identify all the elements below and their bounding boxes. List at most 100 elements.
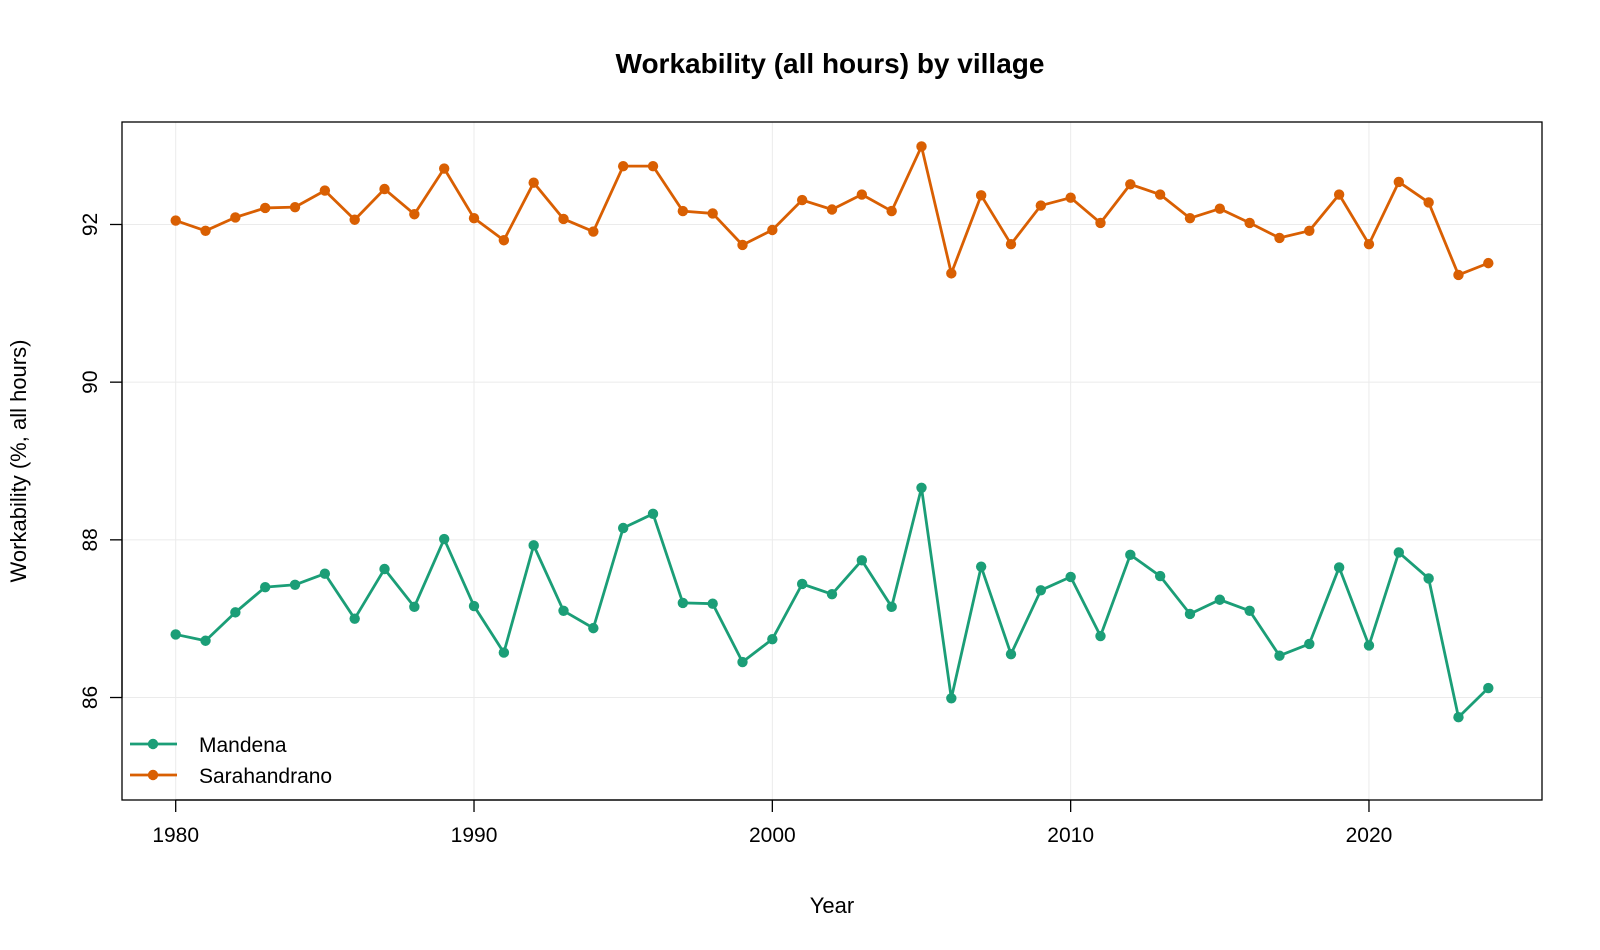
data-point: [1095, 217, 1106, 229]
data-point: [409, 209, 420, 220]
data-point: [1095, 630, 1106, 642]
data-point: [170, 215, 181, 226]
data-point: [1363, 640, 1375, 651]
data-point: [170, 629, 181, 640]
data-point: [1393, 547, 1405, 558]
data-point: [1214, 203, 1226, 214]
data-point: [289, 579, 301, 590]
data-point: [975, 190, 987, 201]
x-tick-label: 2000: [749, 824, 796, 847]
data-point: [647, 508, 659, 520]
data-point: [289, 201, 301, 213]
gridlines: [122, 122, 1542, 800]
data-point: [498, 235, 510, 246]
data-point: [349, 613, 360, 624]
data-point: [826, 589, 838, 600]
data-point: [737, 656, 748, 668]
data-point: [886, 601, 897, 613]
data-point: [498, 647, 510, 658]
legend-swatch-point: [147, 738, 159, 750]
x-tick-label: 2020: [1346, 824, 1393, 847]
data-point: [588, 226, 599, 237]
data-point: [319, 185, 331, 196]
series-sarahandrano: [170, 141, 1494, 281]
data-point: [1214, 594, 1226, 605]
data-point: [796, 194, 808, 206]
data-point: [617, 160, 629, 172]
series-mandena: [170, 482, 1494, 723]
data-point: [1453, 712, 1464, 723]
data-point: [1333, 562, 1345, 573]
data-point: [677, 205, 689, 217]
data-point: [1333, 189, 1345, 200]
data-point: [1304, 225, 1315, 236]
data-point: [1423, 573, 1434, 584]
data-point: [1274, 650, 1285, 661]
data-point: [1125, 549, 1136, 561]
legend-label: Mandena: [199, 734, 287, 757]
data-point: [707, 208, 718, 219]
data-point: [528, 540, 539, 551]
series-layer: [170, 141, 1494, 723]
data-point: [767, 633, 778, 645]
y-axis: 86 88 90 92: [79, 213, 123, 709]
data-point: [319, 568, 331, 579]
data-point: [1483, 682, 1494, 694]
legend-label: Sarahandrano: [199, 765, 332, 788]
y-axis-label: Workability (%, all hours): [6, 340, 31, 583]
x-axis: 1980 1990 2000 2010 2020: [152, 799, 1393, 847]
plot-frame: [121, 121, 1543, 801]
data-point: [1274, 232, 1285, 244]
data-point: [349, 214, 360, 225]
data-point: [975, 561, 987, 572]
y-tick-label: 88: [79, 528, 102, 551]
data-point: [528, 177, 539, 188]
data-point: [946, 268, 957, 279]
data-point: [1184, 608, 1196, 620]
data-point: [200, 635, 211, 646]
data-point: [707, 598, 718, 609]
data-point: [1453, 269, 1464, 281]
data-point: [1035, 200, 1047, 211]
data-point: [1184, 212, 1196, 224]
data-point: [1154, 189, 1166, 200]
data-point: [230, 212, 241, 223]
x-tick-label: 1980: [152, 824, 199, 847]
data-point: [379, 563, 390, 575]
data-point: [379, 183, 390, 195]
x-axis-label: Year: [810, 893, 854, 918]
legend-swatch-point: [147, 769, 159, 781]
data-point: [617, 522, 629, 534]
data-point: [1154, 570, 1166, 582]
data-point: [438, 163, 450, 174]
data-point: [946, 693, 957, 704]
data-point: [468, 212, 480, 224]
data-point: [1065, 192, 1076, 203]
data-point: [200, 225, 211, 236]
data-point: [1363, 238, 1375, 250]
data-point: [1304, 638, 1315, 650]
legend: Mandena Sarahandrano: [130, 734, 332, 788]
data-point: [1244, 605, 1255, 616]
data-point: [230, 607, 241, 618]
x-tick-label: 2010: [1047, 824, 1094, 847]
data-point: [438, 533, 450, 545]
chart-title: Workability (all hours) by village: [616, 48, 1045, 79]
data-point: [1005, 238, 1017, 250]
legend-item-mandena: Mandena: [130, 734, 287, 757]
data-point: [1005, 648, 1017, 660]
y-tick-label: 90: [79, 370, 102, 393]
data-point: [916, 482, 927, 494]
data-point: [468, 600, 480, 612]
data-point: [588, 622, 599, 634]
data-point: [1423, 197, 1434, 208]
data-point: [856, 555, 868, 566]
data-point: [886, 205, 897, 217]
data-point: [737, 239, 748, 251]
data-point: [826, 204, 838, 215]
data-point: [1483, 257, 1494, 269]
series-line: [175, 486, 1490, 719]
data-point: [409, 601, 420, 613]
data-point: [558, 213, 569, 225]
